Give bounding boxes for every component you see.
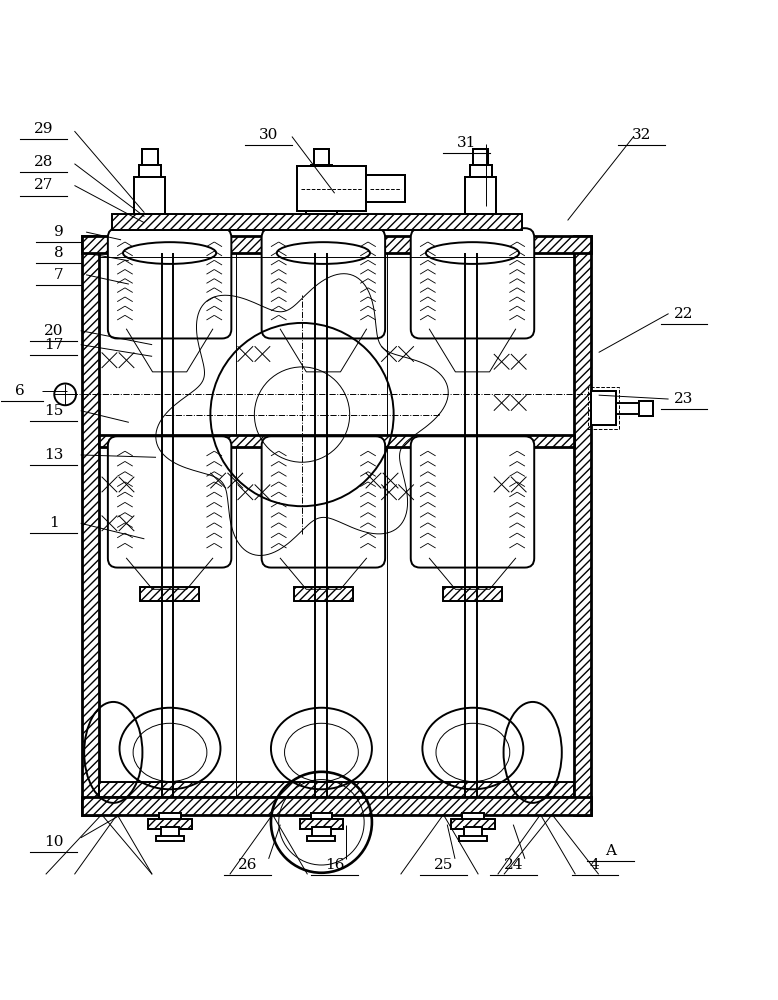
Bar xyxy=(82,797,591,815)
Bar xyxy=(473,149,489,165)
Bar xyxy=(591,391,615,425)
Bar xyxy=(465,177,496,214)
Text: 13: 13 xyxy=(44,448,63,462)
Bar xyxy=(314,149,329,165)
Text: 27: 27 xyxy=(33,178,53,192)
Bar xyxy=(139,165,161,177)
Bar xyxy=(140,587,199,601)
Bar xyxy=(307,836,335,841)
Text: 32: 32 xyxy=(632,128,651,142)
Bar xyxy=(470,165,492,177)
Text: 31: 31 xyxy=(457,136,476,150)
Text: 25: 25 xyxy=(433,858,453,872)
Text: 17: 17 xyxy=(44,338,63,352)
Bar xyxy=(140,587,199,601)
Bar xyxy=(312,827,331,838)
FancyBboxPatch shape xyxy=(108,228,231,338)
Text: 10: 10 xyxy=(44,835,63,849)
Bar xyxy=(451,819,495,829)
Text: 28: 28 xyxy=(33,155,53,169)
Bar xyxy=(459,836,487,841)
Text: 1: 1 xyxy=(49,516,58,530)
Text: A: A xyxy=(605,844,616,858)
Bar xyxy=(297,166,366,211)
FancyBboxPatch shape xyxy=(261,436,385,568)
Bar xyxy=(112,214,522,230)
FancyBboxPatch shape xyxy=(108,436,231,568)
Bar xyxy=(310,165,332,177)
Bar xyxy=(306,177,337,214)
Bar xyxy=(314,149,329,165)
Circle shape xyxy=(54,384,76,405)
Bar xyxy=(470,165,492,177)
Bar xyxy=(462,813,484,821)
Text: 20: 20 xyxy=(44,324,63,338)
Bar xyxy=(639,401,653,416)
Bar xyxy=(297,166,366,211)
Text: 16: 16 xyxy=(325,858,345,872)
Bar xyxy=(142,149,158,165)
Bar xyxy=(135,177,166,214)
Bar xyxy=(294,587,353,601)
Bar xyxy=(294,587,353,601)
Bar xyxy=(100,435,574,447)
FancyBboxPatch shape xyxy=(411,436,534,568)
Bar xyxy=(465,177,496,214)
Bar xyxy=(100,435,574,447)
Bar xyxy=(310,165,332,177)
Bar xyxy=(300,819,343,829)
Text: 9: 9 xyxy=(54,225,64,239)
Text: 22: 22 xyxy=(675,307,694,321)
Bar xyxy=(149,819,191,829)
Bar xyxy=(100,782,574,797)
Bar xyxy=(306,177,337,214)
Bar xyxy=(443,587,502,601)
Text: 24: 24 xyxy=(503,858,523,872)
Bar xyxy=(156,836,184,841)
Bar xyxy=(366,175,405,202)
Bar xyxy=(100,782,574,797)
Bar xyxy=(135,177,166,214)
Bar xyxy=(588,387,619,429)
Bar xyxy=(149,819,191,829)
Bar xyxy=(139,165,161,177)
Text: 26: 26 xyxy=(238,858,258,872)
Bar xyxy=(82,236,591,253)
Bar xyxy=(82,236,100,815)
Text: 7: 7 xyxy=(54,268,64,282)
Bar xyxy=(574,236,591,815)
Bar xyxy=(473,149,489,165)
Bar xyxy=(574,236,591,815)
Text: 23: 23 xyxy=(675,392,694,406)
FancyBboxPatch shape xyxy=(411,228,534,338)
Text: 4: 4 xyxy=(590,858,600,872)
Bar xyxy=(82,797,591,815)
Bar xyxy=(82,236,591,253)
Text: 30: 30 xyxy=(259,128,279,142)
Bar xyxy=(112,214,522,230)
Bar xyxy=(451,819,495,829)
Bar xyxy=(82,236,100,815)
Bar xyxy=(591,391,615,425)
Bar xyxy=(310,813,332,821)
Bar xyxy=(366,175,405,202)
Bar xyxy=(300,819,343,829)
Text: 15: 15 xyxy=(44,404,63,418)
Bar xyxy=(159,813,180,821)
Bar xyxy=(142,149,158,165)
Bar xyxy=(161,827,179,838)
FancyBboxPatch shape xyxy=(261,228,385,338)
Bar xyxy=(464,827,482,838)
Bar xyxy=(639,401,653,416)
Text: 29: 29 xyxy=(33,122,53,136)
Bar xyxy=(443,587,502,601)
Text: 8: 8 xyxy=(54,246,64,260)
Text: 6: 6 xyxy=(16,384,25,398)
